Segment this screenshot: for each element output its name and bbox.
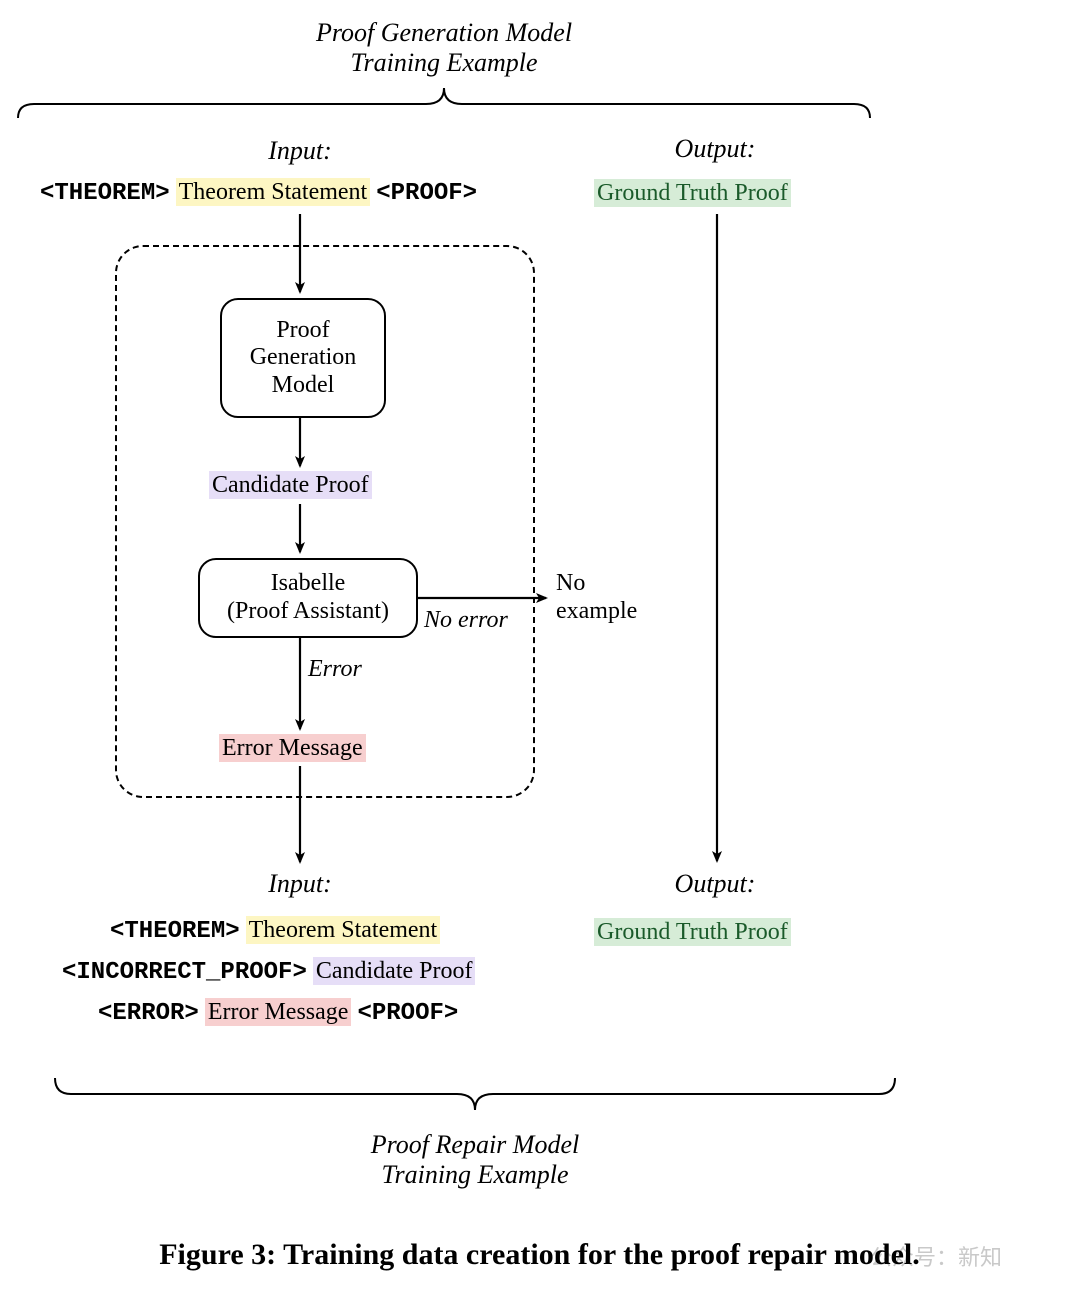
no-example-line1: No <box>556 570 637 598</box>
ground-truth-top: Ground Truth Proof <box>594 180 791 207</box>
bottom-brace <box>55 1078 895 1110</box>
box-isabelle: Isabelle (Proof Assistant) <box>198 558 418 638</box>
token-theorem-statement-2: Theorem Statement <box>246 916 441 944</box>
token-theorem: <THEOREM> <box>40 180 170 207</box>
bottom-title-line2: Training Example <box>0 1160 950 1190</box>
token-theorem-2: <THEOREM> <box>110 918 240 945</box>
bottom-row3: <ERROR> Error Message <PROOF> <box>98 999 458 1027</box>
top-title: Proof Generation Model Training Example <box>0 18 888 78</box>
left-header-top: Input: <box>0 136 600 166</box>
top-brace <box>18 88 870 118</box>
top-title-line2: Training Example <box>0 48 888 78</box>
pgm-line3: Model <box>272 372 335 400</box>
error-message-text: Error Message <box>219 734 366 762</box>
pgm-line2: Generation <box>250 344 357 372</box>
error-message-label: Error Message <box>219 735 366 762</box>
bottom-title: Proof Repair Model Training Example <box>0 1130 950 1190</box>
candidate-proof-label: Candidate Proof <box>209 472 372 499</box>
candidate-proof-text: Candidate Proof <box>209 471 372 499</box>
isabelle-line2: (Proof Assistant) <box>227 598 389 626</box>
token-proof-2: <PROOF> <box>357 1000 458 1027</box>
ground-truth-bottom: Ground Truth Proof <box>594 919 791 946</box>
ground-truth-bottom-text: Ground Truth Proof <box>594 918 791 946</box>
bottom-row2: <INCORRECT_PROOF> Candidate Proof <box>62 958 475 986</box>
token-error-message-2: Error Message <box>205 998 352 1026</box>
pgm-line1: Proof <box>276 317 329 345</box>
token-candidate-proof-2: Candidate Proof <box>313 957 476 985</box>
noerror-branch-label: No error <box>424 607 508 634</box>
bottom-row1: <THEOREM> Theorem Statement <box>110 917 440 945</box>
left-header-bottom: Input: <box>0 869 600 899</box>
top-input-row: <THEOREM> Theorem Statement <PROOF> <box>40 179 477 207</box>
right-header-bottom: Output: <box>560 869 870 899</box>
no-example-label: No example <box>556 570 637 625</box>
ground-truth-top-text: Ground Truth Proof <box>594 179 791 207</box>
token-proof: <PROOF> <box>376 180 477 207</box>
figure-caption: Figure 3: Training data creation for the… <box>0 1238 1079 1272</box>
box-proof-generation-model: Proof Generation Model <box>220 298 386 418</box>
right-header-top: Output: <box>560 134 870 164</box>
token-error: <ERROR> <box>98 1000 199 1027</box>
token-incorrect-proof: <INCORRECT_PROOF> <box>62 959 307 986</box>
no-example-line2: example <box>556 598 637 626</box>
bottom-title-line1: Proof Repair Model <box>0 1130 950 1160</box>
top-title-line1: Proof Generation Model <box>0 18 888 48</box>
isabelle-line1: Isabelle <box>271 570 346 598</box>
token-theorem-statement: Theorem Statement <box>176 178 371 206</box>
error-branch-label: Error <box>308 656 362 683</box>
diagram-root: Proof Generation Model Training Example … <box>0 0 1079 1302</box>
